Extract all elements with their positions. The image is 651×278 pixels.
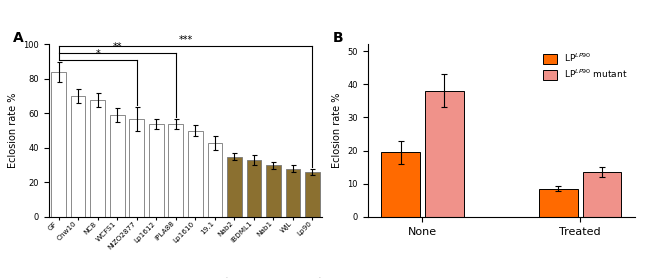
Y-axis label: Eclosion rate %: Eclosion rate % [8, 93, 18, 168]
Bar [188, 131, 202, 217]
Bar [539, 189, 577, 217]
Bar [110, 115, 124, 217]
Bar [227, 157, 242, 217]
Bar [286, 168, 300, 217]
Text: ***: *** [178, 35, 193, 45]
Bar [583, 172, 621, 217]
Text: *: * [95, 49, 100, 59]
Y-axis label: Eclosion rate %: Eclosion rate % [332, 93, 342, 168]
Bar [149, 124, 163, 217]
Text: A: A [13, 31, 24, 45]
Bar [169, 124, 183, 217]
Text: **: ** [113, 42, 122, 52]
Text: B: B [333, 31, 344, 45]
Bar [208, 143, 222, 217]
Bar [266, 165, 281, 217]
Bar [247, 160, 261, 217]
Bar [130, 119, 144, 217]
Bar [90, 100, 105, 217]
Bar [51, 72, 66, 217]
Bar [305, 172, 320, 217]
Bar [425, 91, 464, 217]
Legend: LP$^{LP90}$, LP$^{LP90}$ mutant: LP$^{LP90}$, LP$^{LP90}$ mutant [540, 49, 630, 83]
Bar [381, 152, 420, 217]
Bar [71, 96, 85, 217]
